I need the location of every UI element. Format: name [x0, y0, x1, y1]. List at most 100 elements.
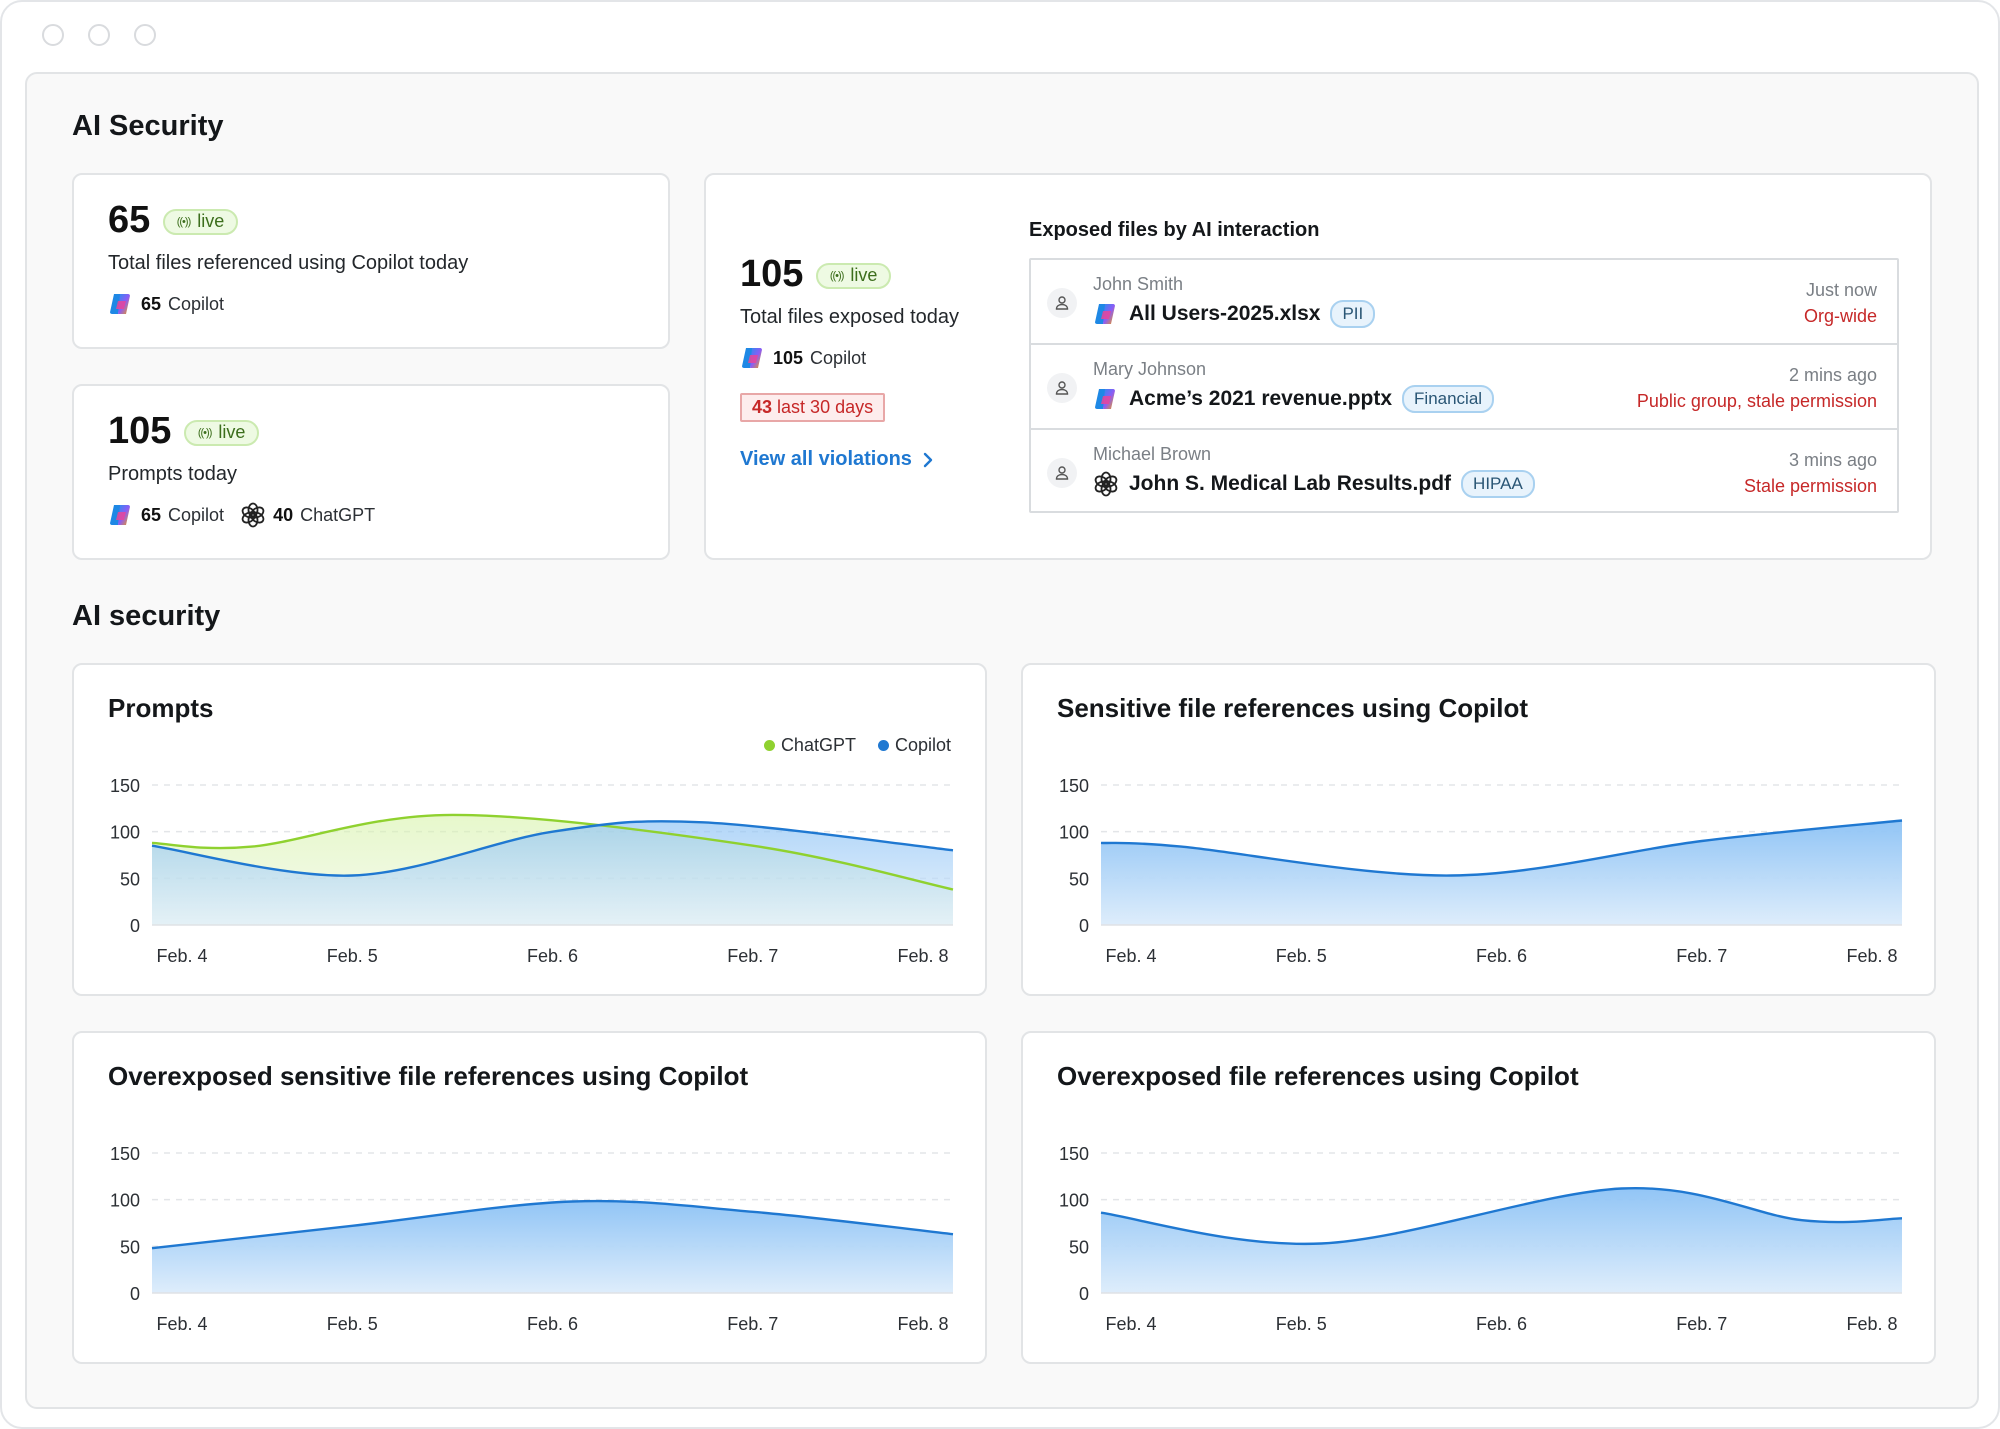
- section-title-ai-security: AI Security: [72, 110, 224, 142]
- x-tick-label: Feb. 7: [727, 1314, 778, 1334]
- copilot-source: 65 Copilot: [108, 502, 224, 528]
- sensitive-file-references-chart-card: Sensitive file references using Copilot …: [1021, 663, 1936, 996]
- row-sensitivity-tag: Financial: [1402, 385, 1495, 413]
- y-tick-label: 50: [1069, 869, 1089, 889]
- x-tick-label: Feb. 4: [156, 1314, 207, 1334]
- row-exposure: Org-wide: [1803, 306, 1877, 326]
- copilot-files-count: 65: [108, 199, 151, 241]
- legend-item-copilot[interactable]: Copilot: [877, 735, 951, 756]
- row-timestamp: Just now: [1805, 280, 1877, 300]
- violation-label: last 30 days: [777, 397, 874, 417]
- x-tick-label: Feb. 6: [1476, 1314, 1527, 1334]
- x-tick-label: Feb. 8: [1846, 946, 1897, 966]
- prompts-chart-card: Prompts ChatGPT Copilot 0 50 100 150 Feb. 4 F…: [72, 663, 987, 996]
- copilot-source: 65 Copilot: [108, 291, 224, 317]
- y-tick-label: 150: [110, 776, 140, 796]
- series-line: [151, 1199, 954, 1250]
- series-line: [151, 820, 954, 877]
- copilot-icon: [110, 294, 130, 314]
- y-tick-label: 0: [130, 1284, 140, 1304]
- row-sensitivity-tag: HIPAA: [1461, 470, 1535, 498]
- series-area: [152, 1201, 953, 1293]
- chatgpt-source: 40 ChatGPT: [240, 502, 375, 528]
- x-tick-label: Feb. 7: [1676, 1314, 1727, 1334]
- x-tick-label: Feb. 6: [527, 1314, 578, 1334]
- row-file-name[interactable]: John S. Medical Lab Results.pdf: [1129, 472, 1452, 495]
- exposed-files-table: John Smith All Users-2025.xlsx PII Just now…: [1029, 258, 1899, 513]
- x-tick-label: Feb. 5: [1276, 1314, 1327, 1334]
- live-signal-icon: ((•)): [176, 215, 191, 228]
- exposed-file-row[interactable]: John Smith All Users-2025.xlsx PII Just now…: [1031, 260, 1897, 345]
- overexposed-file-references-chart-card: Overexposed file references using Copilo…: [1021, 1031, 1936, 1364]
- user-avatar: [1047, 373, 1077, 403]
- live-signal-icon: ((•)): [829, 269, 844, 282]
- x-tick-label: Feb. 6: [527, 946, 578, 966]
- chart-title: Overexposed sensitive file references us…: [108, 1061, 749, 1091]
- legend-label: Copilot: [894, 735, 951, 755]
- row-file: John S. Medical Lab Results.pdf HIPAA: [1093, 470, 1535, 498]
- x-tick-label: Feb. 4: [156, 946, 207, 966]
- x-tick-label: Feb. 5: [327, 1314, 378, 1334]
- x-tick-label: Feb. 6: [1476, 946, 1527, 966]
- window-minimize-button[interactable]: [88, 24, 110, 46]
- row-sensitivity-tag: PII: [1330, 300, 1376, 328]
- x-tick-label: Feb. 8: [897, 1314, 948, 1334]
- copilot-count: 105: [773, 347, 804, 368]
- chart-legend: ChatGPT Copilot: [763, 735, 951, 756]
- series-line: [1100, 819, 1903, 877]
- prompts-description: Prompts today: [108, 463, 237, 485]
- violation-count: 43: [752, 397, 773, 417]
- view-all-violations-label: View all violations: [740, 448, 912, 470]
- x-tick-label: Feb. 5: [1276, 946, 1327, 966]
- copilot-files-card[interactable]: 65 ((•)) live Total files referenced usin…: [72, 173, 670, 349]
- x-tick-label: Feb. 8: [897, 946, 948, 966]
- legend-label: ChatGPT: [780, 735, 856, 755]
- row-user-name: John Smith: [1093, 274, 1184, 294]
- series-line: [151, 813, 954, 891]
- prompts-count: 105: [108, 410, 172, 452]
- y-tick-label: 50: [120, 1237, 140, 1257]
- legend-item-chatgpt[interactable]: ChatGPT: [763, 735, 856, 756]
- chevron-right-icon: [923, 452, 933, 467]
- live-badge: ((•)) live: [183, 419, 260, 446]
- copilot-label: Copilot: [810, 347, 867, 368]
- row-exposure: Public group, stale permission: [1636, 391, 1877, 411]
- overexposed-file-references-chart: 0 50 100 150 Feb. 4 Feb. 5 Feb. 6 Feb. 7 Feb. 8: [1059, 1144, 1903, 1334]
- y-tick-label: 50: [1069, 1237, 1089, 1257]
- copilot-count: 65: [141, 504, 162, 525]
- y-tick-label: 100: [1059, 823, 1089, 843]
- series-line: [1100, 1186, 1903, 1246]
- live-badge: ((•)) live: [162, 208, 239, 235]
- y-tick-label: 50: [120, 869, 140, 889]
- window-close-button[interactable]: [42, 24, 64, 46]
- dashboard-panel: AI Security 65 ((•)) live Total files ref…: [25, 72, 1979, 1409]
- exposed-file-row[interactable]: Mary Johnson Acme’s 2021 revenue.pptx Fina…: [1031, 345, 1897, 430]
- prompts-today-card[interactable]: 105 ((•)) live Prompts today 65 Copilot: [72, 384, 670, 560]
- legend-dot: [877, 740, 889, 751]
- y-tick-label: 0: [1079, 1284, 1089, 1304]
- y-tick-label: 0: [1079, 916, 1089, 936]
- exposed-files-table-title: Exposed files by AI interaction: [1029, 219, 1320, 241]
- x-tick-label: Feb. 7: [727, 946, 778, 966]
- x-tick-label: Feb. 4: [1105, 946, 1156, 966]
- x-tick-label: Feb. 5: [327, 946, 378, 966]
- y-tick-label: 150: [1059, 776, 1089, 796]
- window-controls: [42, 24, 156, 46]
- copilot-label: Copilot: [168, 504, 225, 525]
- overexposed-sensitive-chart: 0 50 100 150 Feb. 4 Feb. 5 Feb. 6 Feb. 7 Feb. 8: [110, 1144, 954, 1334]
- window-maximize-button[interactable]: [134, 24, 156, 46]
- y-tick-label: 100: [110, 823, 140, 843]
- live-label: live: [850, 265, 878, 286]
- row-file-name[interactable]: All Users-2025.xlsx: [1129, 302, 1321, 325]
- exposed-files-card: 105 ((•)) live Total files exposed today …: [704, 173, 1932, 560]
- row-file-name[interactable]: Acme’s 2021 revenue.pptx: [1129, 387, 1393, 410]
- copilot-label: Copilot: [168, 293, 225, 314]
- user-avatar: [1047, 458, 1077, 488]
- exposed-file-row[interactable]: Michael Brown John S. Medical Lab Results…: [1031, 430, 1897, 515]
- user-icon: [1055, 381, 1069, 395]
- view-all-violations-link[interactable]: View all violations: [740, 448, 934, 471]
- live-signal-icon: ((•)): [197, 426, 212, 439]
- legend-dot: [763, 740, 775, 751]
- user-icon: [1055, 466, 1069, 480]
